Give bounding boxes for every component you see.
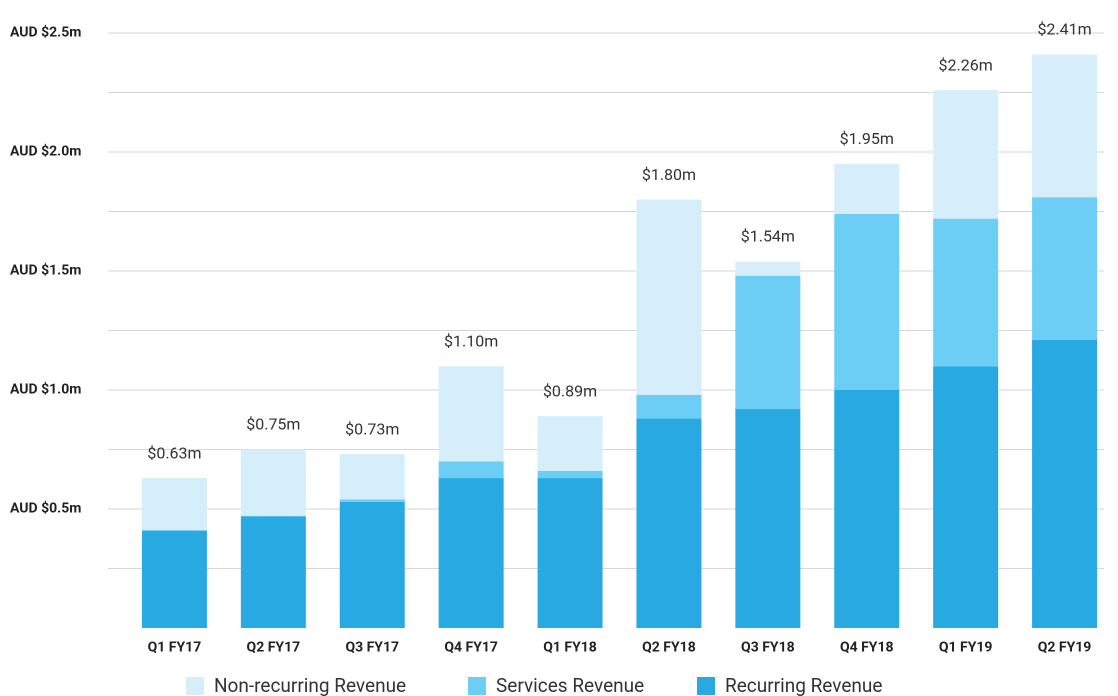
legend-label: Recurring Revenue: [725, 674, 882, 696]
bar-segment: [636, 394, 702, 419]
bar-segment: [636, 199, 702, 395]
total-label: $1.10m: [444, 331, 498, 350]
bar-segment: [735, 275, 801, 410]
total-label: $1.54m: [741, 227, 795, 246]
total-label: $0.63m: [147, 443, 201, 462]
legend-swatch: [468, 677, 486, 695]
total-label: $2.41m: [1037, 20, 1091, 39]
legend-swatch: [186, 677, 204, 695]
x-tick-label: Q4 FY17: [444, 640, 498, 656]
bar-segment: [537, 416, 603, 471]
x-tick-label: Q4 FY18: [840, 640, 894, 656]
bar-segment: [339, 499, 405, 502]
bar-segment: [933, 218, 999, 367]
bar-segment: [834, 163, 900, 214]
bar-segment: [933, 90, 999, 219]
legend-label: Non-recurring Revenue: [214, 674, 406, 696]
x-tick-label: Q3 FY18: [741, 640, 795, 656]
bar-segment: [933, 366, 999, 628]
bar-segment: [438, 461, 504, 479]
bar-segment: [141, 530, 207, 628]
bar-segment: [240, 516, 306, 628]
bar-segment: [735, 409, 801, 628]
y-tick-label: AUD $0.5m: [10, 500, 81, 517]
x-tick-label: Q3 FY17: [345, 640, 399, 656]
legend-label: Services Revenue: [496, 674, 644, 696]
bar-segment: [537, 478, 603, 628]
bar-segment: [834, 213, 900, 390]
bar-segment: [834, 390, 900, 628]
x-tick-label: Q1 FY17: [148, 640, 202, 656]
total-label: $0.75m: [246, 415, 300, 434]
total-label: $1.80m: [642, 165, 696, 184]
x-tick-label: Q2 FY18: [642, 640, 696, 656]
total-label: $2.26m: [939, 55, 993, 74]
bar-segment: [636, 418, 702, 628]
y-tick-label: AUD $1.0m: [10, 381, 81, 398]
x-tick-label: Q1 FY19: [939, 640, 993, 656]
bar-segment: [438, 366, 504, 462]
bar-segment: [735, 261, 801, 276]
total-label: $0.89m: [543, 381, 597, 400]
x-tick-label: Q2 FY17: [247, 640, 301, 656]
y-tick-label: AUD $2.5m: [10, 24, 81, 41]
total-label: $1.95m: [840, 129, 894, 148]
bar-segment: [1032, 54, 1098, 198]
bar-segment: [1032, 197, 1098, 341]
bar-segment: [240, 449, 306, 517]
x-tick-label: Q1 FY18: [543, 640, 597, 656]
bar-segment: [339, 454, 405, 500]
bar-segment: [438, 478, 504, 628]
bar-segment: [339, 501, 405, 628]
total-label: $0.73m: [345, 419, 399, 438]
bar-segment: [1032, 340, 1098, 628]
x-tick-label: Q2 FY19: [1038, 640, 1092, 656]
legend-swatch: [697, 677, 715, 695]
y-tick-label: AUD $2.0m: [10, 143, 81, 160]
bar-segment: [537, 470, 603, 479]
bar-segment: [141, 478, 207, 531]
y-tick-label: AUD $1.5m: [10, 262, 81, 279]
